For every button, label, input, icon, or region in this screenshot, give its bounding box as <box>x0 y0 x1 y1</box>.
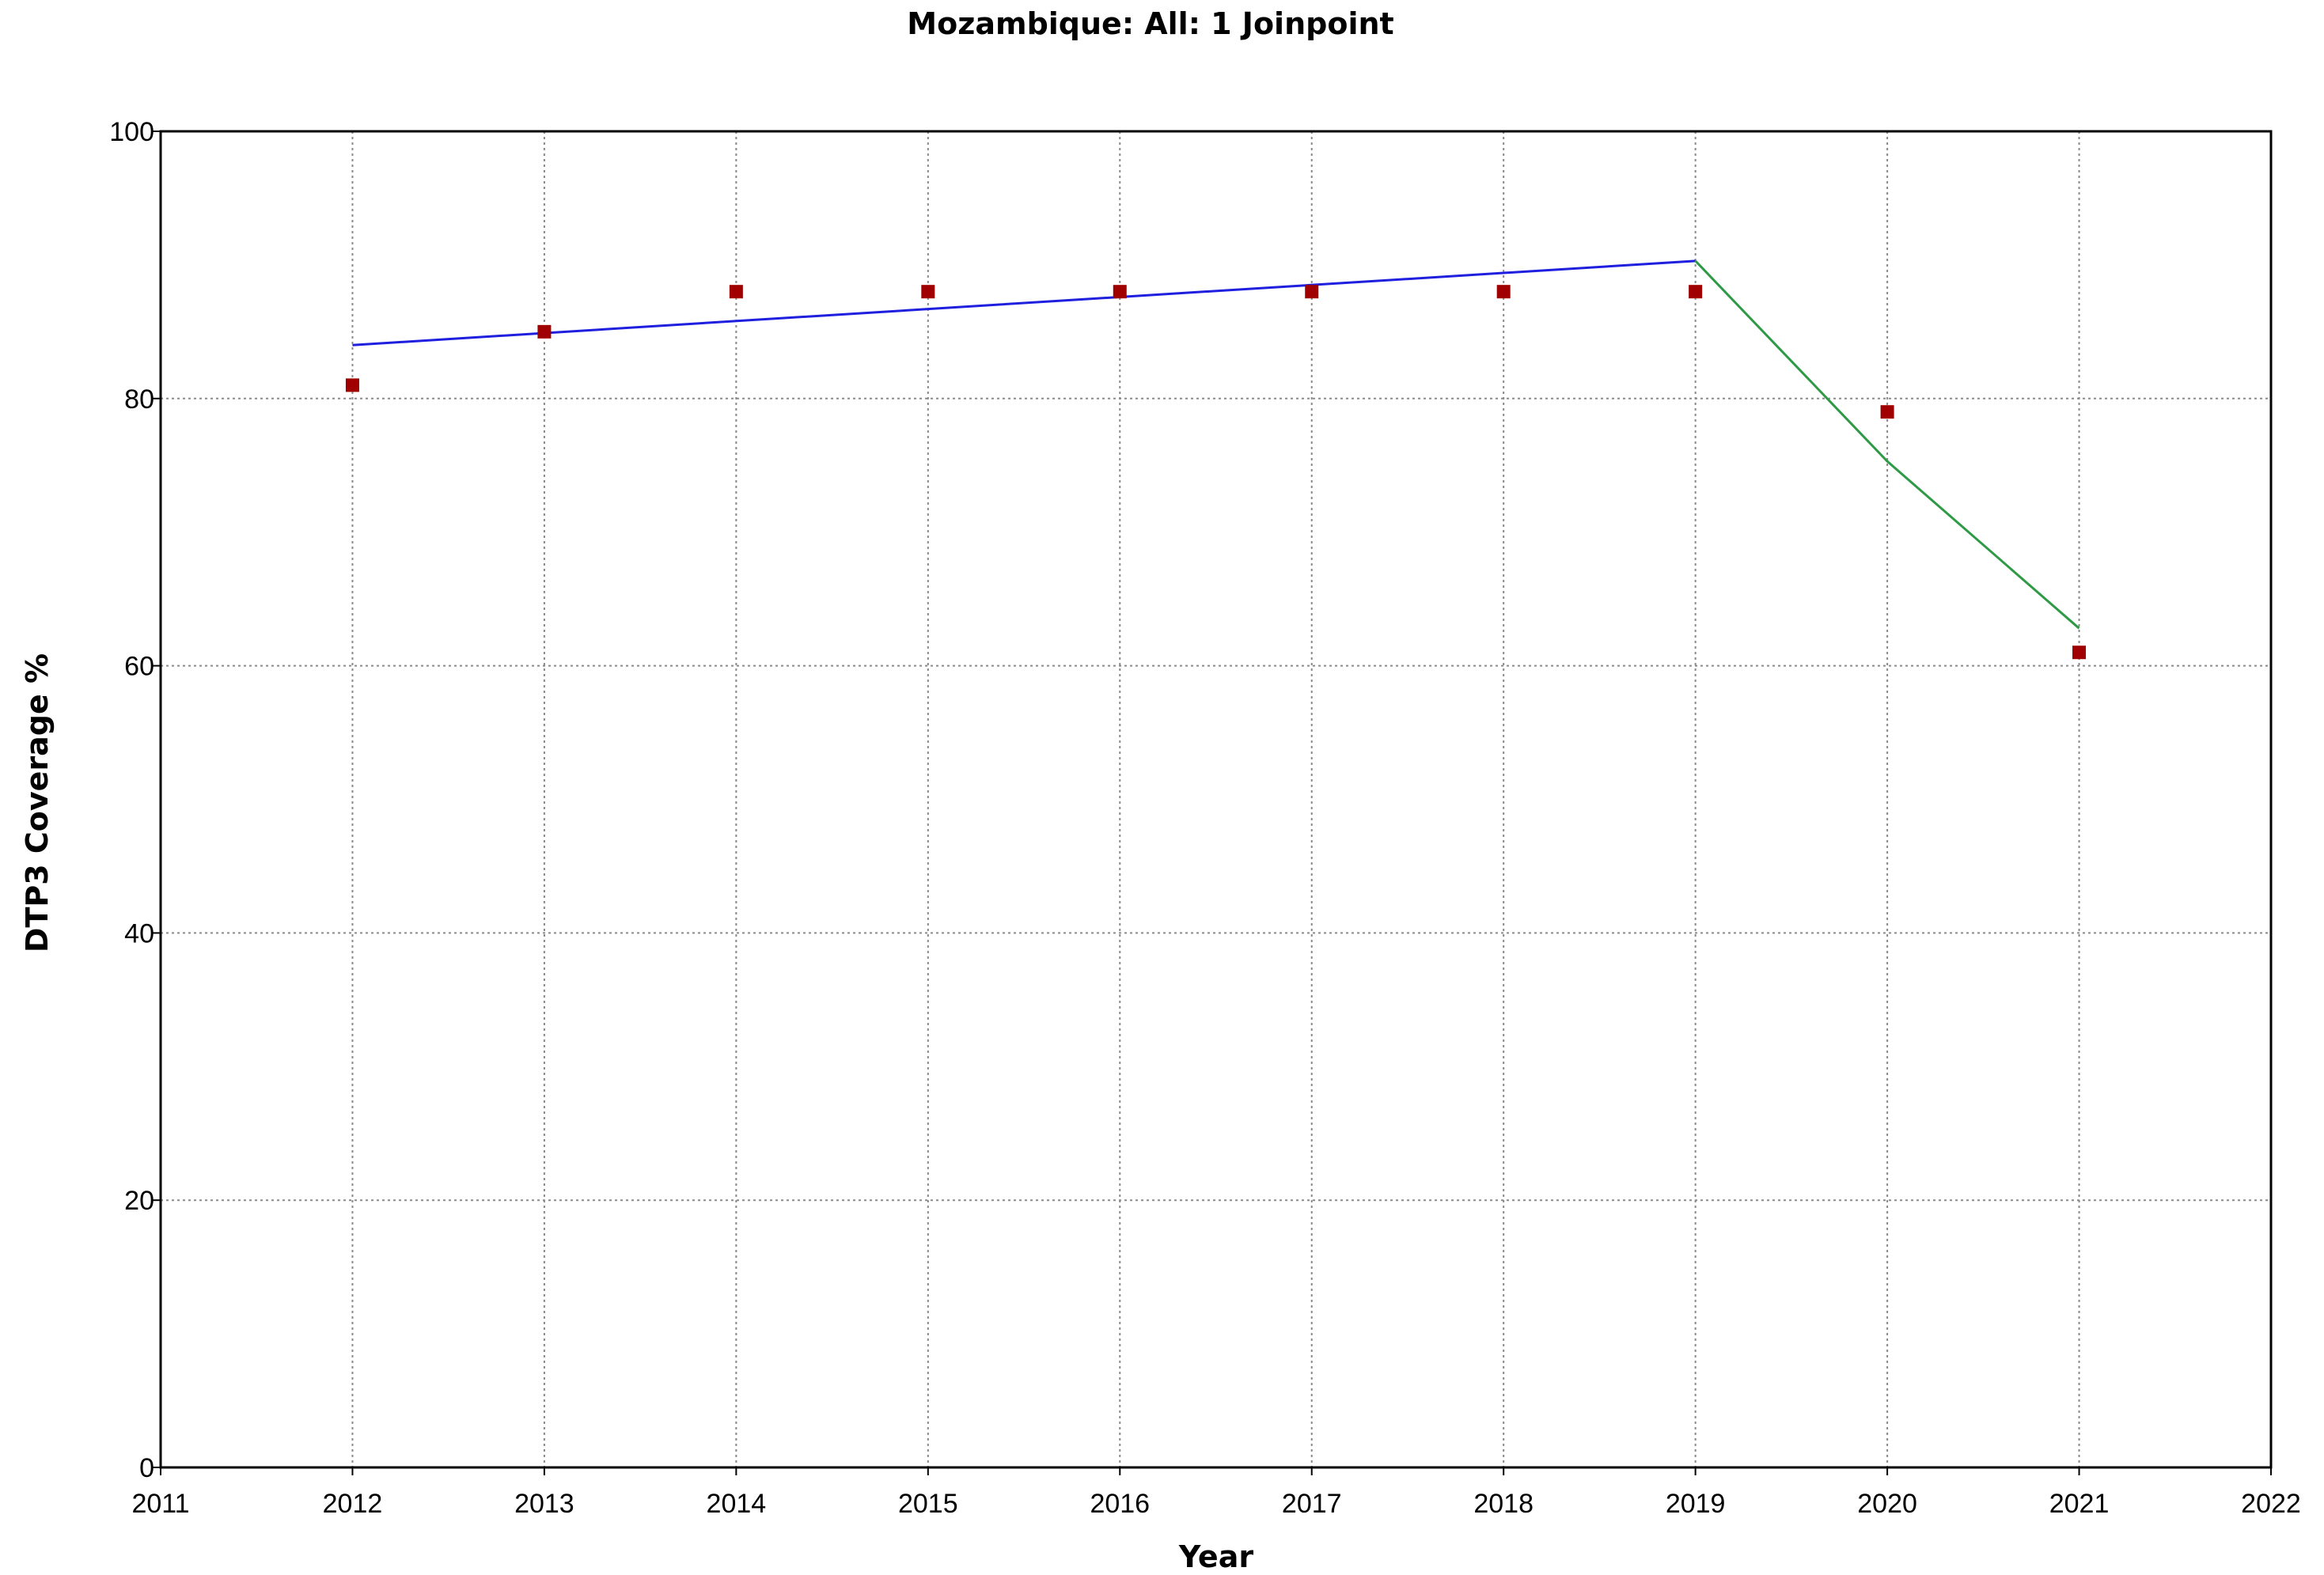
y-axis-ticks: 0 20 40 60 80 100 <box>109 117 161 1483</box>
plot-frame <box>159 130 2273 1469</box>
x-tick-label: 2020 <box>1857 1489 1917 1519</box>
grid-lines <box>161 131 2271 1467</box>
observed-point <box>537 324 552 339</box>
x-tick-label: 2022 <box>2241 1489 2301 1519</box>
y-tick-label: 0 <box>139 1453 154 1483</box>
observed-points <box>345 285 2087 660</box>
x-tick-label: 2011 <box>131 1489 189 1519</box>
observed-point <box>1496 285 1511 299</box>
x-tick-label: 2018 <box>1473 1489 1534 1519</box>
observed-point <box>729 285 743 299</box>
x-tick-label: 2017 <box>1282 1489 1342 1519</box>
x-axis-ticks: 2011 2012 2013 2014 2015 2016 2017 2018 2019 2020… <box>131 1467 2301 1519</box>
observed-point <box>1689 285 1703 299</box>
x-tick-label: 2019 <box>1666 1489 1726 1519</box>
x-tick-label: 2021 <box>2049 1489 2110 1519</box>
observed-point <box>2072 646 2087 660</box>
x-tick-label: 2012 <box>323 1489 383 1519</box>
y-tick-label: 60 <box>124 652 154 682</box>
observed-point <box>1305 285 1319 299</box>
x-axis-label: Year <box>1178 1539 1253 1574</box>
y-axis-label: DTP3 Coverage % <box>20 653 55 952</box>
observed-point <box>345 378 359 392</box>
observed-point <box>1113 285 1127 299</box>
observed-point <box>1880 405 1894 419</box>
observed-point <box>921 285 935 299</box>
y-tick-label: 80 <box>124 384 154 415</box>
joinpoint-segments <box>352 259 2080 630</box>
y-tick-label: 40 <box>124 918 154 948</box>
x-tick-label: 2015 <box>898 1489 958 1519</box>
y-tick-label: 100 <box>109 117 154 147</box>
x-tick-label: 2013 <box>514 1489 574 1519</box>
y-tick-label: 20 <box>124 1186 154 1216</box>
chart-title: Mozambique: All: 1 Joinpoint <box>907 6 1393 41</box>
x-tick-label: 2016 <box>1090 1489 1150 1519</box>
joinpoint-segment-1 <box>352 259 1696 346</box>
x-tick-label: 2014 <box>707 1489 767 1519</box>
joinpoint-segment-2 <box>1694 259 2080 630</box>
